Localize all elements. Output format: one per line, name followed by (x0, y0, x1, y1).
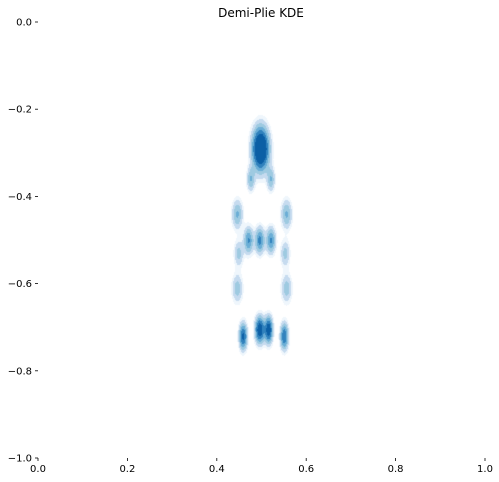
y-tick-label: −0.4 (8, 192, 32, 203)
chart-title: Demi-Plie KDE (218, 6, 304, 20)
x-tick-label: 1.0 (477, 464, 493, 475)
kde-density (38, 22, 485, 458)
y-tick-label: −1.0 (8, 454, 32, 465)
y-tick-label: 0.0 (16, 18, 32, 29)
y-tick-label: −0.6 (8, 279, 32, 290)
x-tick-label: 0.8 (388, 464, 404, 475)
density-layer (38, 22, 485, 458)
y-tick-label: −0.8 (8, 366, 32, 377)
x-tick-label: 0.0 (30, 464, 46, 475)
y-tick-label: −0.2 (8, 105, 32, 116)
x-tick-label: 0.4 (209, 464, 225, 475)
axes-layer: 0.0 0.2 0.4 0.6 0.8 1.0 0.0 −0.2 −0.4 −0.6 −0.8 −1.… (8, 18, 493, 476)
x-tick-label: 0.2 (119, 464, 135, 475)
x-tick-label: 0.6 (298, 464, 314, 475)
